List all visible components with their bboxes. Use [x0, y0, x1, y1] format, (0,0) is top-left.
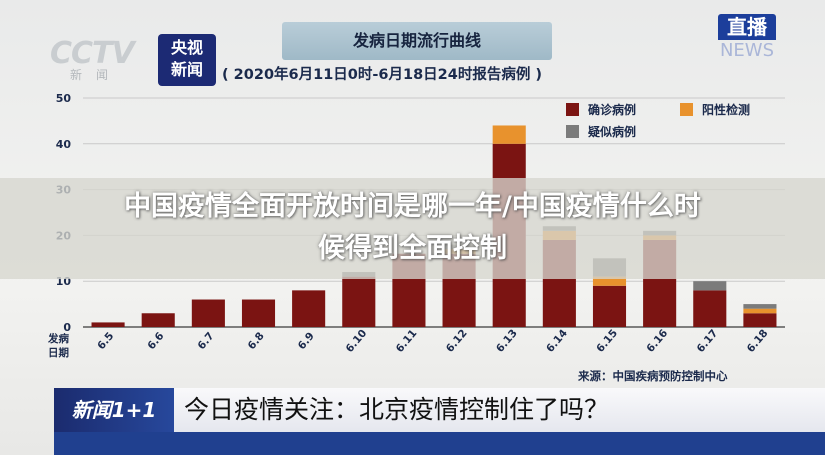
x-tick-label-6.9: 6.9	[296, 330, 317, 352]
cctv-logo-text: CCTV	[50, 36, 135, 71]
news-logo-line2: 新闻	[170, 60, 203, 79]
x-axis-title-line2: 日期	[48, 346, 69, 359]
bar-6.17-series2	[693, 281, 727, 291]
live-badge: 直播 NEWS	[718, 14, 776, 64]
bar-6.18-series0	[743, 313, 777, 327]
overlay-headline-line1: 中国疫情全面开放时间是哪一年/中国疫情什么时	[124, 191, 701, 222]
headline-overlay: 中国疫情全面开放时间是哪一年/中国疫情什么时 候得到全面控制	[0, 178, 825, 279]
cctv-news-logo: 央视 新闻	[158, 34, 216, 86]
x-tick-label-6.10: 6.10	[344, 327, 370, 355]
bar-6.6-series0	[141, 313, 175, 327]
overlay-headline-line2: 候得到全面控制	[318, 233, 507, 264]
bar-6.5-series0	[91, 322, 125, 327]
ticker-program-logo: 新闻1+1	[54, 388, 174, 432]
x-tick-label-6.6: 6.6	[145, 330, 166, 352]
x-tick-label-6.13: 6.13	[494, 327, 520, 355]
y-tick-label-0: 0	[63, 321, 71, 334]
cctv-logo: CCTV 新闻	[50, 34, 150, 82]
x-tick-label-6.16: 6.16	[644, 327, 670, 355]
y-tick-label-40: 40	[56, 138, 72, 151]
legend-swatch-0	[566, 103, 579, 116]
x-tick-label-6.17: 6.17	[695, 327, 721, 355]
chart-subtitle: ( 2020年6月11日0时-6月18日24时报告病例 )	[222, 67, 543, 83]
legend-label-0: 确诊病例	[588, 102, 636, 117]
x-tick-label-6.18: 6.18	[745, 327, 771, 355]
x-axis-title-line1: 发病	[47, 332, 69, 345]
news-logo-line1: 央视	[170, 38, 203, 57]
legend-label-1: 阳性检测	[702, 102, 750, 117]
x-tick-label-6.7: 6.7	[195, 330, 216, 352]
news-ticker: 新闻1+1 今日疫情关注：北京疫情控制住了吗？	[54, 388, 825, 432]
y-tick-label-50: 50	[56, 92, 72, 105]
bar-6.7-series0	[191, 299, 225, 327]
bar-6.10-series0	[342, 276, 376, 327]
source-note: 来源：中国疾病预防控制中心	[578, 369, 728, 383]
chart-title: 发病日期流行曲线	[282, 22, 552, 60]
bar-6.9-series0	[292, 290, 326, 327]
bar-6.18-series2	[743, 304, 777, 309]
x-tick-label-6.12: 6.12	[444, 327, 470, 355]
legend-label-2: 疑似病例	[588, 124, 636, 139]
bar-6.8-series0	[241, 299, 276, 327]
x-tick-label-6.8: 6.8	[246, 330, 267, 352]
live-badge-bottom: NEWS	[719, 40, 775, 61]
x-tick-label-6.14: 6.14	[544, 327, 570, 355]
bar-6.17-series0	[693, 290, 727, 327]
x-tick-label-6.11: 6.11	[394, 327, 420, 355]
legend-swatch-1	[680, 103, 693, 116]
ticker-footer-bar	[54, 432, 825, 455]
x-tick-label-6.15: 6.15	[594, 327, 620, 355]
legend-swatch-2	[566, 125, 579, 138]
cctv-logo-sub: 新闻	[70, 68, 123, 82]
bar-6.15-series1	[592, 276, 627, 286]
bar-6.18-series1	[743, 308, 777, 314]
bar-6.15-series0	[592, 285, 627, 327]
ticker-headline: 今日疫情关注：北京疫情控制住了吗？	[184, 395, 610, 424]
live-badge-top: 直播	[718, 14, 776, 40]
bar-6.13-series1	[492, 125, 526, 144]
overlay-headline: 中国疫情全面开放时间是哪一年/中国疫情什么时 候得到全面控制	[0, 186, 825, 270]
x-tick-label-6.5: 6.5	[95, 330, 116, 352]
